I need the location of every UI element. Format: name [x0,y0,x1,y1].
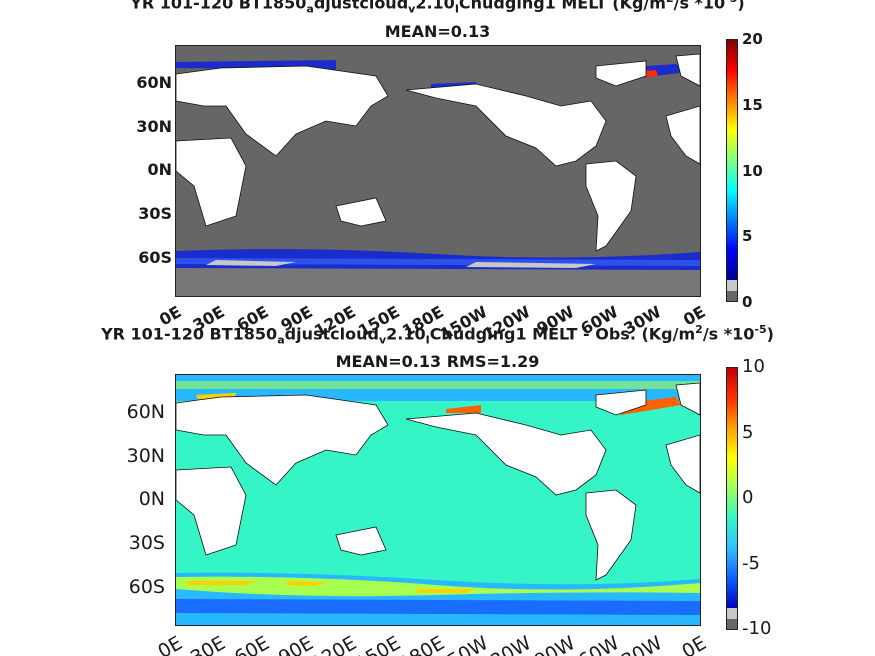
panel2-lat-label: 0N [138,488,165,510]
panel2-colorbar-tick: 10 [742,356,765,377]
panel1-colorbar-tick: 0 [742,293,753,311]
panel1-colorbar-tick: 5 [742,227,753,245]
panel2-lat-label: 60N [126,401,165,423]
panel2-lon-label: 90E [274,632,317,656]
panel1-title: YR 101-120 BT1850adjustcloudv2.10IChudgi… [130,0,745,16]
panel2-lon-label: 0E [154,632,186,656]
panel1-map [175,45,701,297]
panel1-colorbar-tick: 10 [742,162,763,180]
panel2-title: YR 101-120 BT1850adjustcloudv2.10IChudgi… [101,323,774,347]
panel2-lon-label: 30W [618,632,667,656]
panel2-lon-label: 150E [351,632,405,656]
panel2-lon-label: 30E [187,632,230,656]
panel2-lat-label: 60S [128,576,165,598]
panel2-lon-label: 60W [574,632,623,656]
panel1-lat-label: 30S [138,204,172,223]
panel1-colorbar-tick: 20 [742,30,763,48]
panel1-subtitle: MEAN=0.13 [384,22,491,41]
panel2-lat-label: 30S [128,532,165,554]
panel2-colorbar [726,367,738,630]
panel2-colorbar-tick: 0 [742,487,754,508]
panel2-lon-label: 180E [395,632,448,656]
panel1-lat-label: 30N [136,117,172,136]
panel2-colorbar-tick: 5 [742,422,754,443]
panel2-colorbar-tick: -10 [742,618,772,639]
panel2-lat-label: 30N [126,445,165,467]
panel1-lat-label: 60S [138,248,172,267]
panel2-lon-label: 60E [231,632,274,656]
panel2-colorbar-tick: -5 [742,553,760,574]
panel2-lon-label: 90W [530,632,579,656]
panel1-lat-label: 60N [136,73,172,92]
panel1-colorbar [726,39,738,302]
panel2-lon-label: 120E [307,632,361,656]
panel2-map [175,374,701,626]
panel2-subtitle: MEAN=0.13 RMS=1.29 [335,352,540,371]
panel1-colorbar-tick: 15 [742,96,763,114]
panel1-lat-label: 0N [147,160,172,179]
panel2-lon-label: 0E [678,632,710,656]
